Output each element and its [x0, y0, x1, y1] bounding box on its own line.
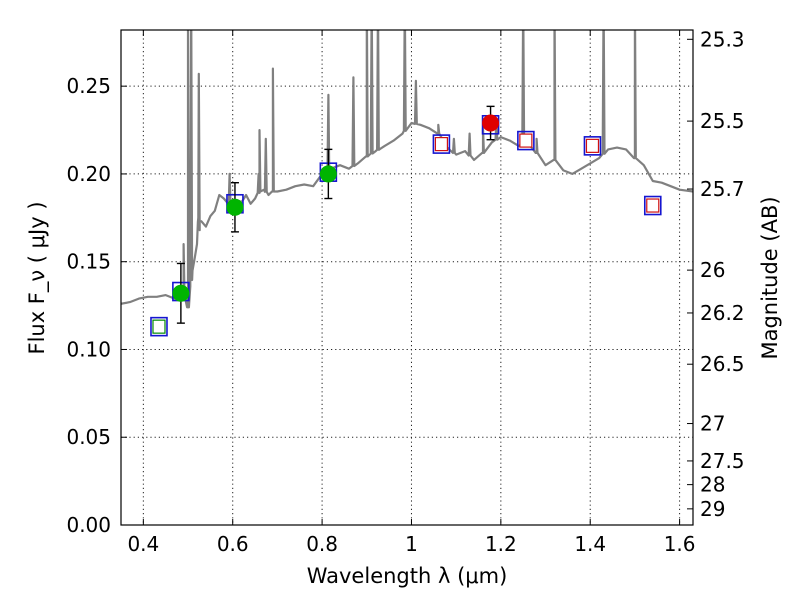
model-photometry-square — [583, 136, 602, 156]
y-tick-label: 0.15 — [66, 250, 111, 274]
observed-flux-point — [482, 114, 500, 132]
upper-limit-square — [585, 138, 600, 153]
right-tick-label: 25.3 — [700, 27, 745, 51]
x-axis-label: Wavelength λ (μm) — [307, 564, 508, 588]
x-tick-label: 1.2 — [485, 532, 517, 556]
grid — [121, 30, 693, 525]
y-tick-label: 0.10 — [66, 337, 111, 361]
right-tick-label: 26 — [700, 258, 725, 282]
plot-frame — [120, 29, 694, 526]
x-tick-label: 1 — [405, 532, 418, 556]
right-tick-label: 25.7 — [700, 177, 745, 201]
x-tick-label: 0.8 — [306, 532, 338, 556]
model-spectrum — [121, 30, 693, 309]
x-tick-label: 1.6 — [664, 532, 696, 556]
y-tick-label: 0.05 — [66, 425, 111, 449]
model-photometry-square — [432, 134, 451, 154]
right-tick-label: 27 — [700, 412, 725, 436]
model-photometry-square — [150, 316, 168, 337]
model-photometry-square — [643, 195, 662, 216]
photometry-markers — [150, 105, 662, 337]
observed-flux-point — [319, 165, 337, 183]
right-tick-label: 25.5 — [700, 109, 745, 133]
y-tick-label: 0.00 — [66, 513, 111, 537]
upper-limit-square — [646, 198, 660, 213]
upper-limit-square — [519, 133, 533, 148]
right-tick-label: 27.5 — [700, 449, 745, 473]
upper-limit-square — [152, 319, 166, 334]
model-photometry-square — [517, 130, 535, 151]
x-tick-label: 0.6 — [217, 532, 249, 556]
y-tick-label: 0.20 — [66, 162, 111, 186]
observed-flux-point — [172, 284, 190, 302]
y-axis-label: Flux F_ν ( μJy ) — [25, 201, 50, 354]
y-tick-label: 0.25 — [66, 74, 111, 98]
right-tick-label: 28 — [700, 473, 725, 497]
spectrum-line — [121, 30, 693, 309]
x-tick-label: 1.4 — [574, 532, 606, 556]
axis-ticks: 0.4 0.6 0.8 1 1.2 1.4 1.6 0.00 0.05 0.10 0.15 0.20 0… — [66, 27, 744, 556]
right-tick-label: 29 — [700, 497, 725, 521]
right-tick-label: 26.2 — [700, 301, 745, 325]
observed-flux-point — [226, 198, 244, 216]
right-tick-label: 26.5 — [700, 352, 745, 376]
right-axis-label: Magnitude (AB) — [758, 196, 782, 359]
upper-limit-square — [434, 136, 449, 152]
x-tick-label: 0.4 — [127, 532, 159, 556]
